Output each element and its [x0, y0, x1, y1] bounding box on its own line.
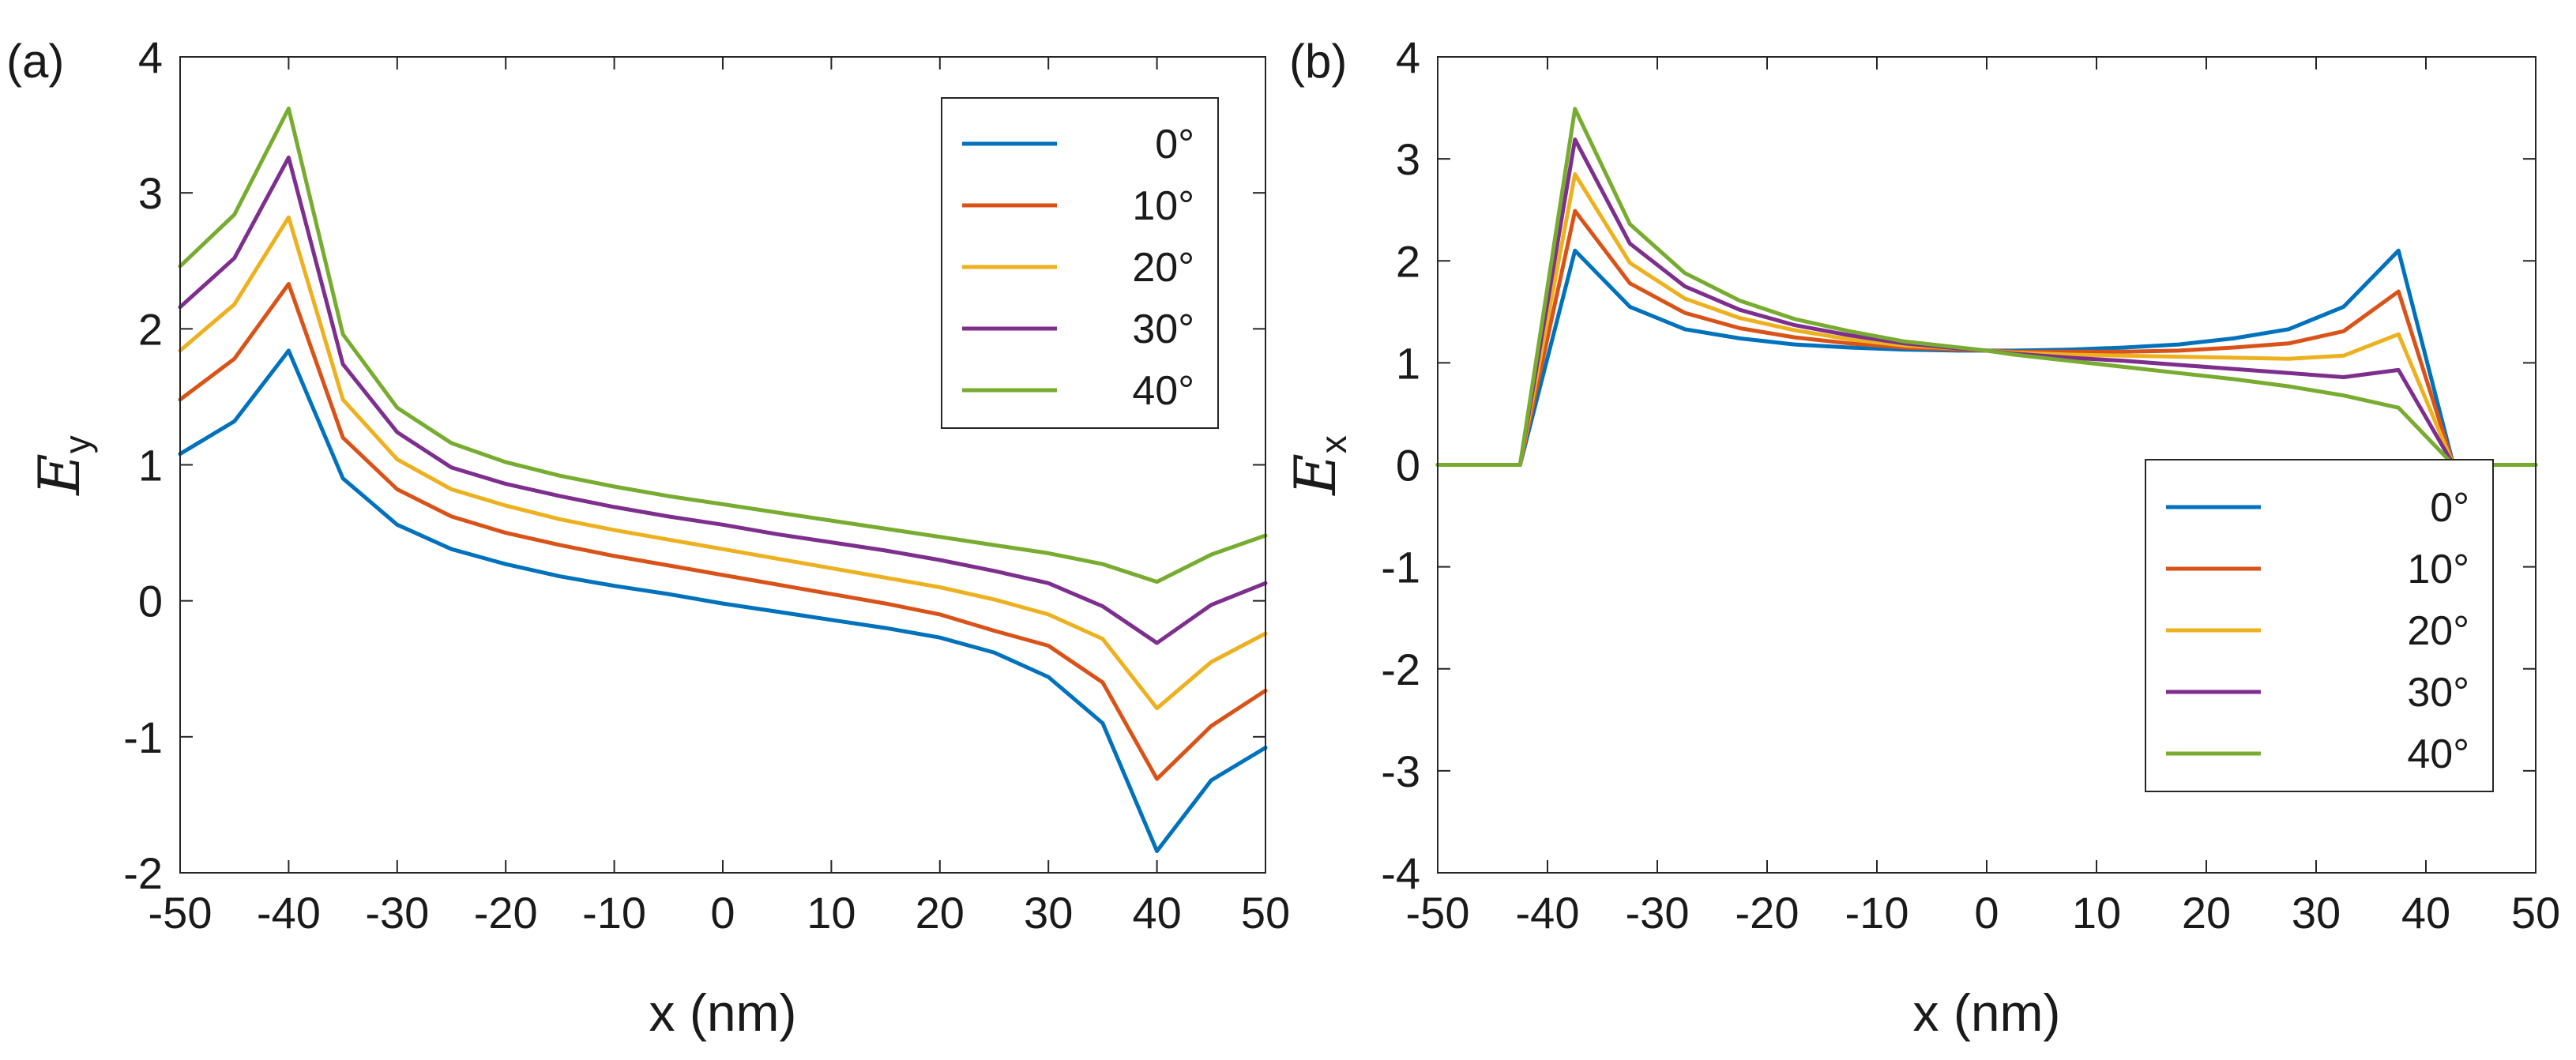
- panel-a-series-group: [178, 106, 1268, 853]
- y-tick-label: 0: [1396, 441, 1420, 491]
- y-tick-label: 0: [138, 577, 163, 626]
- y-tick-label: -2: [1381, 645, 1420, 694]
- panel-a-legend: 0° 10° 20° 30° 40°: [941, 97, 1219, 429]
- legend-label: 10°: [2407, 547, 2469, 592]
- x-tick-label: -40: [1516, 888, 1580, 938]
- legend-label: 0°: [1155, 122, 1194, 167]
- legend-label: 20°: [2407, 608, 2469, 654]
- panel-a-xtick-labels: -50 -40 -30 -20 -10 0 10 20 30 40 50: [149, 888, 1291, 938]
- panel-b-xtick-labels: -50 -40 -30 -20 -10 0 10 20 30 40 50: [1406, 888, 2561, 938]
- x-tick-label: -20: [474, 888, 538, 938]
- series-line-40deg: [1435, 107, 2538, 467]
- y-tick-label: -4: [1381, 848, 1420, 898]
- x-tick-label: -30: [1626, 888, 1690, 938]
- panel-b-ylabel-main: E: [1282, 453, 1348, 497]
- panel-a-ylabel-main: E: [26, 453, 92, 497]
- x-tick-label: 30: [1024, 888, 1073, 938]
- x-tick-label: 10: [2072, 888, 2121, 938]
- series-line-0deg: [178, 348, 1268, 853]
- legend-label: 40°: [2407, 731, 2469, 777]
- x-tick-label: 20: [916, 888, 965, 938]
- panel-a-ytick-labels: -2 -1 0 1 2 3 4: [123, 32, 163, 898]
- y-tick-label: 3: [1396, 134, 1420, 184]
- x-tick-label: 0: [710, 888, 735, 938]
- legend-label: 0°: [2430, 485, 2469, 531]
- svg-text:Ex: Ex: [1282, 435, 1354, 497]
- panel-b-ylabel-sub: x: [1313, 435, 1354, 453]
- y-tick-label: -1: [123, 712, 163, 762]
- panel-b-ytick-labels: -4 -3 -2 -1 0 1 2 3 4: [1381, 32, 1420, 898]
- x-tick-label: 50: [2511, 888, 2560, 938]
- panel-b-plot-frame: [1437, 56, 2537, 874]
- panel-a-plot-frame: [179, 56, 1266, 874]
- y-tick-label: -3: [1381, 746, 1420, 796]
- legend-box: [941, 97, 1219, 429]
- x-tick-label: 50: [1241, 888, 1290, 938]
- series-line-30deg: [1435, 137, 2538, 467]
- x-tick-label: 40: [2401, 888, 2450, 938]
- panel-b-legend: 0° 10° 20° 30° 40°: [2145, 459, 2494, 792]
- y-tick-label: 2: [1396, 236, 1420, 286]
- panel-a-ey-chart: (a) -50 -40 -30 -20 -10 0 10 20 30 40 50 -2-101234…: [6, 32, 1290, 1042]
- legend-label: 30°: [1132, 306, 1194, 352]
- y-tick-label: -1: [1381, 543, 1420, 592]
- legend-box: [2145, 459, 2494, 792]
- series-line-0deg: [1435, 248, 2538, 467]
- series-line-10deg: [178, 282, 1268, 781]
- svg-text:Ey: Ey: [26, 435, 98, 497]
- x-tick-label: 40: [1132, 888, 1181, 938]
- x-tick-label: -50: [1406, 888, 1470, 938]
- panel-label-b: (b): [1289, 35, 1347, 88]
- legend-label: 10°: [1132, 183, 1194, 229]
- y-tick-label: 4: [138, 32, 163, 82]
- y-tick-label: 1: [138, 441, 163, 491]
- panel-a-ylabel: Ey: [26, 435, 98, 497]
- series-line-20deg: [178, 215, 1268, 711]
- y-tick-label: 2: [138, 304, 163, 354]
- series-line-20deg: [1435, 172, 2538, 467]
- panel-b-series-group: [1435, 107, 2538, 467]
- x-tick-label: -40: [257, 888, 321, 938]
- series-line-10deg: [1435, 209, 2538, 467]
- series-line-30deg: [178, 155, 1268, 645]
- legend-label: 20°: [1132, 245, 1194, 291]
- y-tick-label: 3: [138, 168, 163, 218]
- y-tick-label: -2: [123, 848, 163, 898]
- x-tick-label: 20: [2182, 888, 2231, 938]
- x-tick-label: -10: [1845, 888, 1909, 938]
- legend-label: 30°: [2407, 670, 2469, 716]
- y-tick-label: 4: [1396, 32, 1420, 82]
- panel-b-xlabel: x (nm): [1913, 983, 2061, 1042]
- panel-a-ylabel-sub: y: [57, 435, 98, 453]
- x-tick-label: -50: [149, 888, 212, 938]
- x-tick-label: 10: [807, 888, 856, 938]
- x-tick-label: 0: [1974, 888, 1999, 938]
- x-tick-label: -10: [582, 888, 646, 938]
- x-tick-label: 30: [2292, 888, 2341, 938]
- series-line-40deg: [178, 106, 1268, 585]
- panel-label-a: (a): [6, 35, 64, 88]
- x-tick-label: -20: [1736, 888, 1799, 938]
- panel-b-ex-chart: (b) -50 -40 -30 -20 -10 0 10 20 30 40 50 -4-3-2-10…: [1282, 32, 2560, 1042]
- legend-label: 40°: [1132, 368, 1194, 414]
- x-tick-label: -30: [365, 888, 429, 938]
- panel-b-ylabel: Ex: [1282, 435, 1354, 497]
- y-tick-label: 1: [1396, 338, 1420, 388]
- panel-a-xlabel: x (nm): [649, 983, 797, 1042]
